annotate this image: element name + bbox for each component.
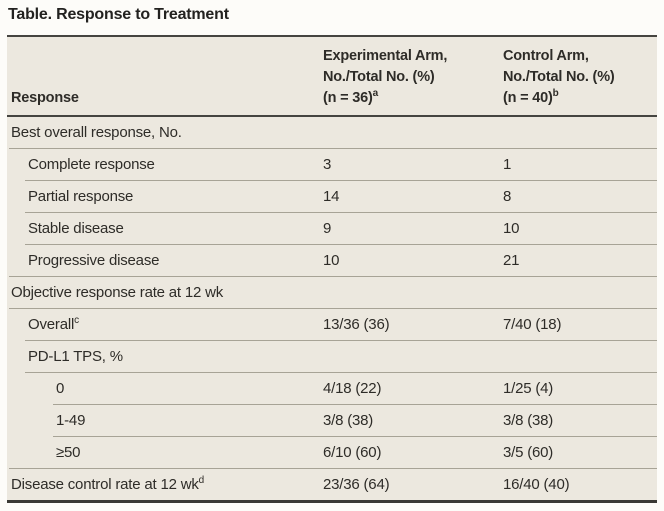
header-line: (n = 36)a <box>323 88 379 106</box>
table-row: 1-49 3/8 (38) 3/8 (38) <box>7 405 657 436</box>
response-table: Response Experimental Arm, No./Total No.… <box>7 35 657 503</box>
footnote-marker-a: a <box>372 88 379 100</box>
column-header-response: Response <box>11 90 79 106</box>
column-header-experimental-arm: Experimental Arm, No./Total No. (%) (n =… <box>323 46 503 109</box>
row-label: Partial response <box>28 188 134 205</box>
cell-control: 7/40 (18) <box>503 316 562 333</box>
row-label: Overallc <box>28 315 79 334</box>
table-body: Best overall response, No. Complete resp… <box>7 117 657 500</box>
cell-control: 3/5 (60) <box>503 444 554 461</box>
header-line: No./Total No. (%) <box>323 69 435 85</box>
cell-control: 3/8 (38) <box>503 412 554 429</box>
table-row: Disease control rate at 12 wkd 23/36 (64… <box>7 469 657 500</box>
table-row: Partial response 14 8 <box>7 181 657 212</box>
table-row: ≥50 6/10 (60) 3/5 (60) <box>7 437 657 468</box>
table-row: Best overall response, No. <box>7 117 657 148</box>
row-separator <box>9 308 657 309</box>
cell-experimental: 13/36 (36) <box>323 316 390 333</box>
footnote-marker: c <box>74 315 79 326</box>
row-label: Best overall response, No. <box>11 124 182 141</box>
cell-experimental: 10 <box>323 252 340 269</box>
cell-experimental: 4/18 (22) <box>323 380 382 397</box>
row-separator <box>9 468 657 469</box>
row-label: PD-L1 TPS, % <box>28 348 123 365</box>
row-separator <box>9 148 657 149</box>
footnote-marker: d <box>198 475 205 486</box>
cell-experimental: 9 <box>323 220 332 237</box>
column-header-control-arm: Control Arm, No./Total No. (%) (n = 40)b <box>503 46 657 109</box>
row-label: 0 <box>56 380 65 397</box>
row-separator <box>25 340 657 341</box>
row-separator <box>25 212 657 213</box>
row-separator <box>25 372 657 373</box>
row-label: Stable disease <box>28 220 124 237</box>
table-row: 0 4/18 (22) 1/25 (4) <box>7 373 657 404</box>
cell-control: 21 <box>503 252 520 269</box>
cell-control: 1 <box>503 156 512 173</box>
cell-experimental: 14 <box>323 188 340 205</box>
cell-experimental: 6/10 (60) <box>323 444 382 461</box>
header-line: Control Arm, <box>503 48 589 64</box>
table-header-row: Response Experimental Arm, No./Total No.… <box>7 37 657 117</box>
row-separator <box>53 404 657 405</box>
table-row: Complete response 3 1 <box>7 149 657 180</box>
row-label: Disease control rate at 12 wkd <box>11 475 205 494</box>
header-line: No./Total No. (%) <box>503 69 615 85</box>
row-label: Complete response <box>28 156 155 173</box>
row-label: ≥50 <box>56 444 81 461</box>
table-row: Stable disease 9 10 <box>7 213 657 244</box>
table-row: Objective response rate at 12 wk <box>7 277 657 308</box>
table-title: Table. Response to Treatment <box>8 6 229 23</box>
row-label: Objective response rate at 12 wk <box>11 284 224 301</box>
footnote-marker-b: b <box>552 88 559 100</box>
row-separator <box>25 180 657 181</box>
row-label: Progressive disease <box>28 252 160 269</box>
row-separator <box>9 276 657 277</box>
cell-experimental: 23/36 (64) <box>323 476 390 493</box>
table-row: PD-L1 TPS, % <box>7 341 657 372</box>
cell-experimental: 3/8 (38) <box>323 412 374 429</box>
header-line: (n = 40)b <box>503 88 559 106</box>
cell-control: 16/40 (40) <box>503 476 570 493</box>
row-separator <box>53 436 657 437</box>
cell-experimental: 3 <box>323 156 332 173</box>
cell-control: 1/25 (4) <box>503 380 554 397</box>
table-row: Overallc 13/36 (36) 7/40 (18) <box>7 309 657 340</box>
header-line: Experimental Arm, <box>323 48 448 64</box>
cell-control: 8 <box>503 188 512 205</box>
row-label: 1-49 <box>56 412 86 429</box>
row-separator <box>25 244 657 245</box>
cell-control: 10 <box>503 220 520 237</box>
table-row: Progressive disease 10 21 <box>7 245 657 276</box>
